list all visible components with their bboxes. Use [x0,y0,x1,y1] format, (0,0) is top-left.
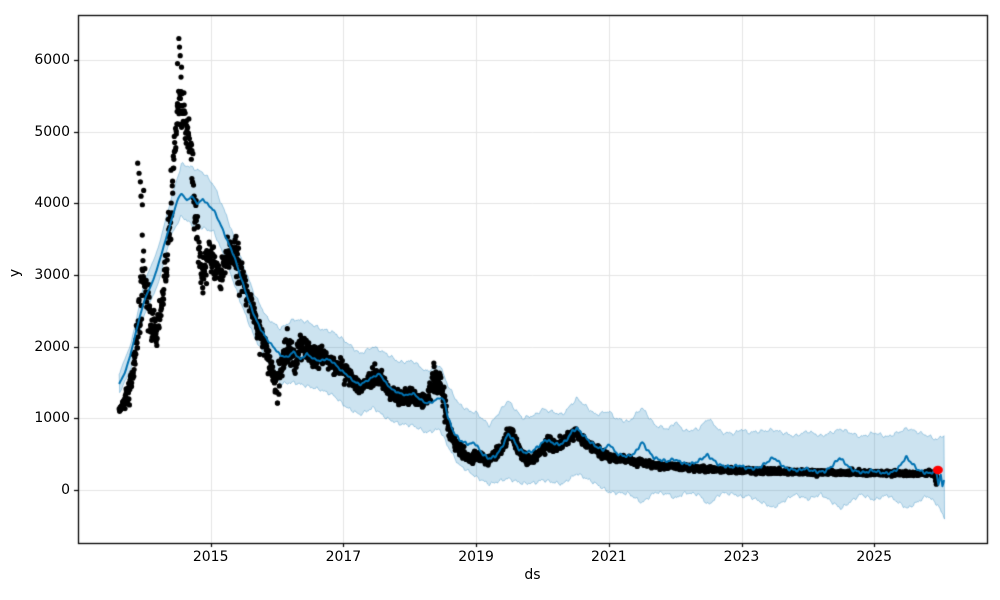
x-tick-label-2017: 2017 [325,549,362,565]
x-axis-label: ds [524,567,541,583]
y-tick-label-0: 0 [61,481,70,498]
x-tick-label-2021: 2021 [590,549,627,565]
y-tick-label-3000: 3000 [34,266,70,283]
y-tick-label-5000: 5000 [34,123,70,140]
x-tick-label-2015: 2015 [192,549,229,565]
x-tick-label-2019: 2019 [458,549,494,565]
y-tick-label-6000: 6000 [34,52,70,68]
x-tick-label-2023: 2023 [723,549,760,565]
y-axis-label: y [7,268,23,278]
y-tick-label-2000: 2000 [34,338,70,355]
x-tick-label-2025: 2025 [856,549,893,565]
y-tick-label-4000: 4000 [34,195,70,212]
y-tick-label-1000: 1000 [34,410,70,427]
